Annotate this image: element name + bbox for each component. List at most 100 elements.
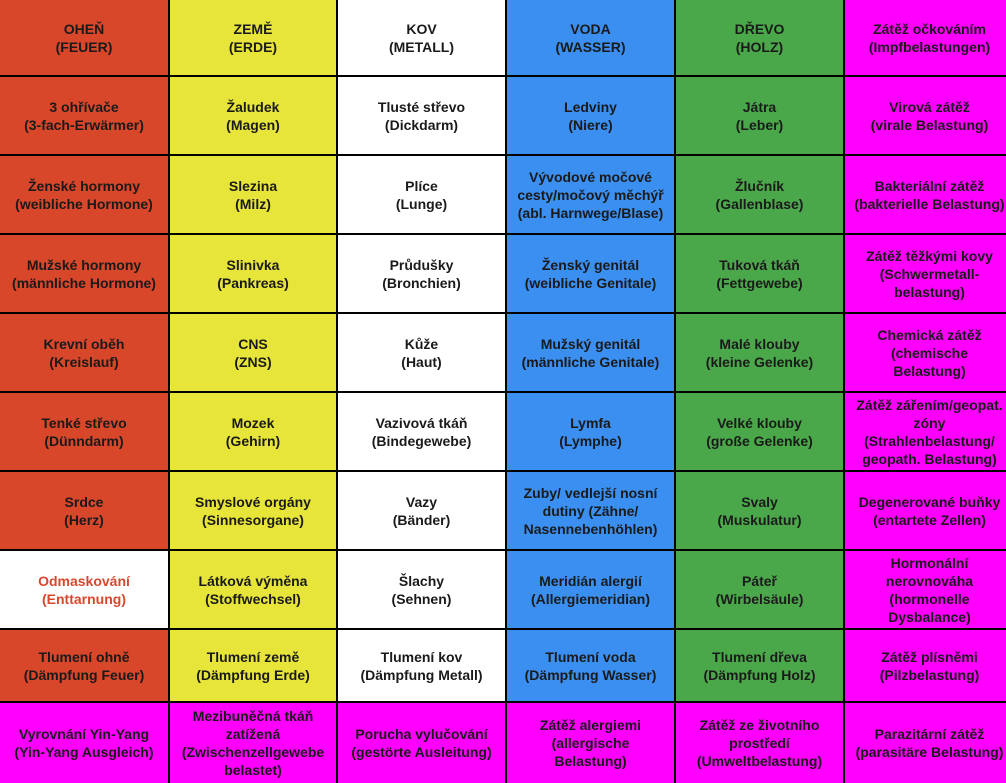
cell-text: Žlučník (Gallenblase): [715, 177, 804, 212]
cell-text: Smyslové orgány (Sinnesorgane): [195, 493, 311, 528]
cell-text: Svaly (Muskulatur): [717, 493, 802, 528]
cell-text: Parazitární zátěž (parasitäre Belastung): [855, 726, 1004, 760]
table-cell-r6-c2: Vazy (Bänder): [338, 472, 505, 549]
table-cell-r8-c1: Tlumení země (Dämpfung Erde): [170, 630, 336, 701]
table-cell-r2-c5: Bakteriální zátěž (bakterielle Belastung): [845, 156, 1006, 233]
cell-text: Malé klouby (kleine Gelenke): [705, 335, 814, 370]
table-cell-r6-c3: Zuby/ vedlejší nosní dutiny (Zähne/Nasenn…: [507, 472, 674, 549]
cell-text: Zátěž zářením/geopat. zóny (Strahlenbelast…: [856, 396, 1003, 467]
table-cell-r6-c1: Smyslové orgány (Sinnesorgane): [170, 472, 336, 549]
table-cell-r4-c1: CNS (ZNS): [170, 314, 336, 391]
table-cell-r3-c2: Průdušky (Bronchien): [338, 235, 505, 312]
cell-text: Mužský genitál (männliche Genitale): [521, 335, 660, 370]
table-cell-r1-c4: Játra (Leber): [676, 77, 843, 154]
cell-text: Hormonální nerovnováha (hormonelle Dysbalan…: [885, 554, 974, 625]
cell-text: Šlachy (Sehnen): [391, 572, 452, 607]
cell-text: Velké klouby (große Gelenke): [706, 414, 813, 449]
table-cell-r8-c4: Tlumení dřeva (Dämpfung Holz): [676, 630, 843, 701]
cell-text: Degenerované buňky (entartete Zellen): [858, 493, 1001, 528]
table-cell-r3-c5: Zátěž těžkými kovy (Schwermetall-belastun…: [845, 235, 1006, 312]
table-cell-r0-c5: Zátěž očkováním (Impfbelastungen): [845, 0, 1006, 75]
cell-text: Mezibuněčná tkáň zatížená (Zwischenzellgew…: [181, 708, 325, 778]
cell-text: OHEŇ (FEUER): [55, 20, 113, 55]
cell-text: Ženské hormony (weibliche Hormone): [15, 177, 153, 212]
table-cell-r9-c4: Zátěž ze životního prostředí (Umweltbelast…: [676, 703, 843, 783]
cell-text: Bakteriální zátěž (bakterielle Belastung): [854, 177, 1005, 212]
cell-text: Tlumení kov (Dämpfung Metall): [360, 648, 483, 683]
table-cell-r8-c0: Tlumení ohně (Dämpfung Feuer): [0, 630, 168, 701]
cell-text: Tuková tkáň (Fettgewebe): [716, 256, 803, 291]
table-cell-r1-c2: Tlusté střevo (Dickdarm): [338, 77, 505, 154]
table-cell-r1-c3: Ledviny (Niere): [507, 77, 674, 154]
cell-text: Žaludek (Magen): [226, 98, 280, 133]
cell-text: Tlumení země (Dämpfung Erde): [196, 648, 310, 683]
table-cell-r4-c4: Malé klouby (kleine Gelenke): [676, 314, 843, 391]
cell-text: Tlumení dřeva (Dämpfung Holz): [703, 648, 816, 683]
cell-text: Zuby/ vedlejší nosní dutiny (Zähne/Nasenn…: [523, 484, 658, 537]
table-cell-r8-c2: Tlumení kov (Dämpfung Metall): [338, 630, 505, 701]
cell-text: Zátěž těžkými kovy (Schwermetall-belastun…: [866, 247, 993, 300]
cell-text: Virová zátěž (virale Belastung): [870, 98, 989, 133]
cell-text: Slinivka (Pankreas): [217, 256, 289, 291]
cell-text: VODA (WASSER): [555, 20, 626, 55]
table-cell-r9-c0: Vyrovnání Yin-Yang (Yin-Yang Ausgleich): [0, 703, 168, 783]
table-cell-r2-c4: Žlučník (Gallenblase): [676, 156, 843, 233]
table-cell-r5-c2: Vazivová tkáň (Bindegewebe): [338, 393, 505, 470]
cell-text: Zátěž ze životního prostředí (Umweltbelast…: [696, 717, 823, 769]
cell-text: Plíce (Lunge): [395, 177, 448, 212]
table-cell-r2-c1: Slezina (Milz): [170, 156, 336, 233]
table-cell-r5-c3: Lymfa (Lymphe): [507, 393, 674, 470]
table-cell-r1-c1: Žaludek (Magen): [170, 77, 336, 154]
table-cell-r7-c3: Meridián alergií (Allergiemeridian): [507, 551, 674, 628]
table-cell-r5-c0: Tenké střevo (Dünndarm): [0, 393, 168, 470]
table-cell-r8-c5: Zátěž plísněmi (Pilzbelastung): [845, 630, 1006, 701]
cell-text: Ledviny (Niere): [564, 98, 617, 133]
table-cell-r4-c2: Kůže (Haut): [338, 314, 505, 391]
cell-text: Játra (Leber): [735, 98, 784, 133]
cell-text: Ženský genitál (weibliche Genitale): [524, 256, 657, 291]
table-cell-r3-c0: Mužské hormony (männliche Hormone): [0, 235, 168, 312]
cell-text: Látková výměna (Stoffwechsel): [198, 572, 308, 607]
table-cell-r6-c5: Degenerované buňky (entartete Zellen): [845, 472, 1006, 549]
cell-text: ZEMĚ (ERDE): [228, 20, 278, 55]
cell-text: Mozek (Gehirn): [225, 414, 281, 449]
table-cell-r6-c4: Svaly (Muskulatur): [676, 472, 843, 549]
table-cell-r3-c1: Slinivka (Pankreas): [170, 235, 336, 312]
table-cell-r6-c0: Srdce (Herz): [0, 472, 168, 549]
table-cell-r1-c5: Virová zátěž (virale Belastung): [845, 77, 1006, 154]
cell-text: Kůže (Haut): [401, 335, 442, 370]
cell-text: Chemická zátěž (chemische Belastung): [877, 326, 982, 379]
cell-text: Zátěž alergiemi (allergische Belastung): [539, 717, 642, 769]
table-cell-r9-c2: Porucha vylučování (gestörte Ausleitung): [338, 703, 505, 783]
cell-text: Páteř (Wirbelsäule): [715, 572, 804, 607]
cell-text: Srdce (Herz): [64, 493, 104, 528]
table-cell-r7-c5: Hormonální nerovnováha (hormonelle Dysbalan…: [845, 551, 1006, 628]
table-cell-r4-c3: Mužský genitál (männliche Genitale): [507, 314, 674, 391]
table-cell-r4-c0: Krevní oběh (Kreislauf): [0, 314, 168, 391]
table-cell-r0-c3: VODA (WASSER): [507, 0, 674, 75]
cell-text: DŘEVO (HOLZ): [734, 20, 785, 55]
cell-text: Lymfa (Lymphe): [559, 414, 622, 449]
table-cell-r1-c0: 3 ohřívače (3-fach-Erwärmer): [0, 77, 168, 154]
cell-text: Vazy (Bänder): [392, 493, 451, 528]
cell-text: Tlumení ohně (Dämpfung Feuer): [23, 648, 145, 683]
table-cell-r5-c4: Velké klouby (große Gelenke): [676, 393, 843, 470]
cell-text: Krevní oběh (Kreislauf): [43, 335, 125, 370]
table-cell-r7-c0: Odmaskování (Enttarnung): [0, 551, 168, 628]
cell-text: Tenké střevo (Dünndarm): [41, 414, 127, 449]
table-cell-r0-c1: ZEMĚ (ERDE): [170, 0, 336, 75]
table-cell-r5-c1: Mozek (Gehirn): [170, 393, 336, 470]
cell-text: Vývodové močové cesty/močový měchýř (abl. …: [517, 168, 664, 221]
table-cell-r2-c0: Ženské hormony (weibliche Hormone): [0, 156, 168, 233]
table-cell-r0-c0: OHEŇ (FEUER): [0, 0, 168, 75]
table-cell-r7-c1: Látková výměna (Stoffwechsel): [170, 551, 336, 628]
table-cell-r4-c5: Chemická zátěž (chemische Belastung): [845, 314, 1006, 391]
cell-text: Meridián alergií (Allergiemeridian): [530, 572, 651, 607]
table-cell-r3-c4: Tuková tkáň (Fettgewebe): [676, 235, 843, 312]
cell-text: Odmaskování (Enttarnung): [38, 572, 130, 607]
table-cell-r2-c2: Plíce (Lunge): [338, 156, 505, 233]
table-cell-r0-c4: DŘEVO (HOLZ): [676, 0, 843, 75]
table-cell-r2-c3: Vývodové močové cesty/močový měchýř (abl. …: [507, 156, 674, 233]
cell-text: Mužské hormony (männliche Hormone): [12, 256, 156, 291]
table-cell-r9-c5: Parazitární zátěž (parasitäre Belastung): [845, 703, 1006, 783]
